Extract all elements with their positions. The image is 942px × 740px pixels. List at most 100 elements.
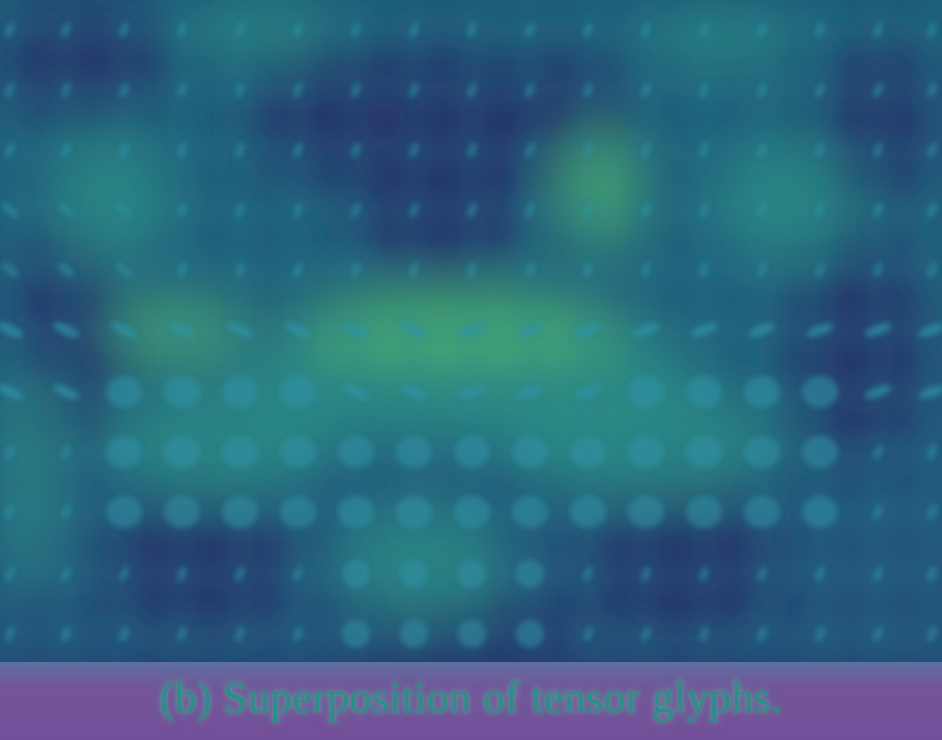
field-bright-region: [560, 130, 640, 250]
tensor-glyph: [338, 436, 374, 468]
tensor-glyph: [873, 566, 883, 582]
tensor-glyph: [525, 22, 535, 38]
tensor-glyph: [873, 626, 883, 642]
tensor-glyph: [222, 436, 258, 468]
tensor-glyph: [516, 385, 544, 399]
tensor-glyph: [57, 202, 75, 218]
tensor-glyph: [686, 496, 722, 528]
tensor-glyph: [699, 262, 709, 278]
tensor-glyph: [343, 322, 369, 338]
tensor-glyph: [351, 202, 361, 218]
tensor-glyph: [235, 566, 245, 582]
tensor-glyph: [757, 22, 767, 38]
tensor-glyph: [927, 444, 937, 460]
tensor-glyph: [111, 322, 137, 338]
tensor-glyph: [815, 202, 825, 218]
tensor-glyph: [235, 142, 245, 158]
field-bright-region: [710, 140, 850, 260]
tensor-glyph: [525, 82, 535, 98]
tensor-glyph: [873, 82, 883, 98]
tensor-glyph: [280, 496, 316, 528]
tensor-glyph: [757, 202, 767, 218]
tensor-glyph: [458, 385, 486, 399]
tensor-glyph: [641, 262, 651, 278]
tensor-glyph: [119, 22, 129, 38]
tensor-glyph: [927, 566, 937, 582]
tensor-glyph: [115, 202, 133, 218]
tensor-glyph: [583, 22, 593, 38]
tensor-glyph: [409, 142, 419, 158]
tensor-glyph: [177, 142, 187, 158]
tensor-glyph: [177, 262, 187, 278]
tensor-glyph: [235, 626, 245, 642]
tensor-glyph: [177, 202, 187, 218]
tensor-glyph: [293, 262, 303, 278]
tensor-glyph: [641, 202, 651, 218]
tensor-glyph: [293, 566, 303, 582]
tensor-glyph: [927, 22, 937, 38]
tensor-glyph: [699, 142, 709, 158]
tensor-glyph: [512, 496, 548, 528]
tensor-glyph: [351, 262, 361, 278]
tensor-glyph: [806, 323, 834, 337]
field-bright-region: [640, 15, 800, 65]
tensor-glyph: [400, 620, 428, 648]
tensor-glyph: [106, 436, 142, 468]
tensor-glyph: [285, 322, 311, 338]
tensor-glyph: [5, 626, 15, 642]
tensor-glyph: [744, 376, 780, 408]
tensor-glyph: [164, 436, 200, 468]
tensor-glyph: [409, 22, 419, 38]
tensor-glyph: [757, 262, 767, 278]
tensor-glyph: [686, 376, 722, 408]
tensor-glyph: [467, 82, 477, 98]
tensor-glyph: [342, 620, 370, 648]
tensor-glyph: [119, 142, 129, 158]
tensor-glyph: [927, 82, 937, 98]
tensor-glyph: [467, 202, 477, 218]
tensor-glyph: [0, 384, 23, 400]
tensor-glyph: [343, 384, 369, 400]
tensor-glyph: [802, 376, 838, 408]
tensor-glyph: [351, 22, 361, 38]
tensor-glyph: [699, 626, 709, 642]
tensor-glyph: [164, 496, 200, 528]
tensor-glyph: [699, 202, 709, 218]
tensor-glyph: [235, 82, 245, 98]
tensor-glyph: [873, 22, 883, 38]
tensor-glyph: [57, 262, 75, 278]
tensor-glyph: [5, 566, 15, 582]
tensor-glyph: [815, 142, 825, 158]
tensor-glyph: [574, 385, 602, 399]
tensor-glyph: [690, 323, 718, 337]
tensor-glyph: [699, 82, 709, 98]
tensor-glyph: [342, 560, 370, 588]
tensor-glyph: [115, 262, 133, 278]
tensor-glyph: [516, 560, 544, 588]
tensor-glyph: [815, 626, 825, 642]
tensor-glyph: [222, 376, 258, 408]
tensor-glyph: [400, 560, 428, 588]
tensor-glyph: [641, 626, 651, 642]
tensor-glyph: [815, 82, 825, 98]
tensor-glyph: [574, 323, 602, 337]
tensor-glyph: [458, 323, 486, 337]
tensor-glyph: [222, 496, 258, 528]
tensor-glyph: [351, 82, 361, 98]
tensor-glyph: [927, 202, 937, 218]
tensor-glyph: [177, 566, 187, 582]
tensor-glyph: [235, 262, 245, 278]
tensor-glyph: [744, 436, 780, 468]
tensor-glyph: [864, 323, 892, 337]
tensor-glyph: [873, 444, 883, 460]
tensor-glyph: [757, 142, 767, 158]
tensor-glyph: [641, 22, 651, 38]
tensor-glyph: [873, 262, 883, 278]
tensor-glyph: [0, 322, 23, 338]
tensor-glyph: [106, 496, 142, 528]
caption-band: (b) Superposition of tensor glyphs.: [0, 662, 942, 740]
field-dark-region: [590, 480, 770, 640]
tensor-glyph: [5, 82, 15, 98]
tensor-glyph: [864, 385, 892, 399]
